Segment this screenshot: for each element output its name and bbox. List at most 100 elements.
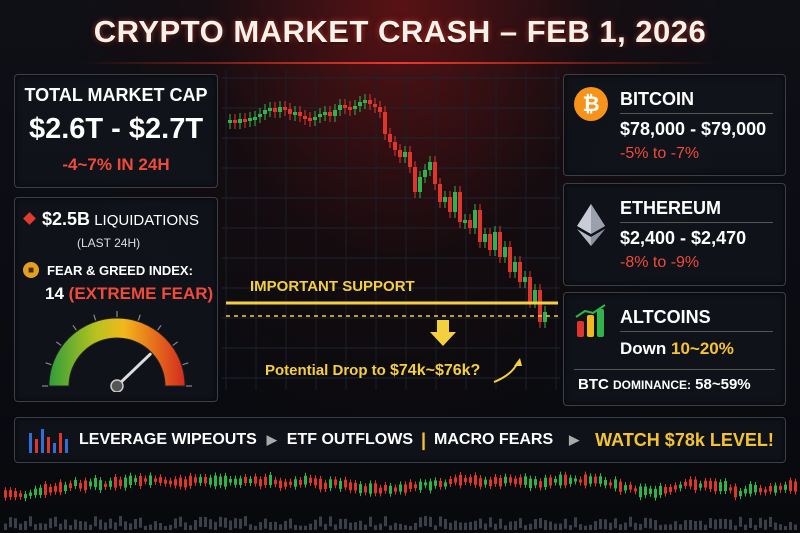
mini-candle <box>169 480 172 485</box>
candle <box>363 100 367 103</box>
mini-candle <box>344 479 347 488</box>
mini-volume-bar <box>554 523 557 530</box>
mini-candle <box>309 477 312 484</box>
candle <box>293 112 297 115</box>
mini-candle <box>184 479 187 488</box>
mini-candle <box>164 479 167 484</box>
mini-candle <box>509 477 512 483</box>
bitcoin-change: -5% to -7% <box>620 145 700 162</box>
mini-volume-bar <box>634 522 637 530</box>
chart-candles <box>228 94 547 328</box>
mini-volume-bar <box>709 518 712 529</box>
market-cap-value: $2.6T - $2.7T <box>28 113 204 145</box>
mini-volume-bar <box>74 519 77 530</box>
mini-volume-bar <box>349 522 352 530</box>
fear-greed-value: 14 <box>45 284 64 303</box>
mini-volume-bar <box>454 520 457 530</box>
mini-volume-bar <box>194 519 197 530</box>
mini-volume-bar <box>769 516 772 527</box>
mini-candle <box>14 490 17 498</box>
mini-candle <box>109 480 112 487</box>
mini-candle <box>94 477 97 488</box>
mini-candle <box>534 479 537 486</box>
fear-greed-row: ■ FEAR & GREED INDEX: <box>23 262 193 278</box>
mini-volume-bar <box>24 521 27 530</box>
mini-volume-bar <box>209 519 212 530</box>
mini-candle <box>154 478 157 482</box>
mini-volume-bar <box>324 523 327 530</box>
fear-greed-reading: 14 (EXTREME FEAR) <box>45 284 213 304</box>
mini-volume-bar <box>129 523 132 530</box>
mini-volume-bar <box>534 519 537 530</box>
mini-volume-bar <box>734 525 737 530</box>
mini-candle <box>624 485 627 491</box>
mini-candle <box>709 480 712 490</box>
ticker-watch-level: WATCH $78k LEVEL! <box>595 429 774 450</box>
mini-candle <box>264 476 267 485</box>
mini-volume-bar <box>524 525 527 530</box>
mini-candle <box>679 484 682 489</box>
mini-candle <box>424 482 427 486</box>
mini-candle <box>24 493 27 499</box>
mini-volume-bar <box>299 525 302 530</box>
mini-volume-bar <box>359 520 362 530</box>
mini-volume-bar <box>794 524 797 530</box>
ticker-leverage-wipeouts: LEVERAGE WIPEOUTS <box>79 431 257 448</box>
mini-candle <box>554 478 557 483</box>
mini-candle <box>289 481 292 485</box>
mini-volume-bar <box>574 517 577 528</box>
candle <box>413 167 417 192</box>
candle <box>308 118 312 121</box>
mini-candle <box>39 487 42 496</box>
mini-candle <box>469 477 472 483</box>
mini-candle <box>599 476 602 484</box>
mini-candle <box>99 480 102 491</box>
ethereum-divider <box>620 222 773 223</box>
mini-candle <box>794 481 797 492</box>
mini-candle <box>394 487 397 492</box>
mini-volume-bar <box>279 524 282 530</box>
mini-volume-bar <box>139 517 142 528</box>
candle <box>343 105 347 108</box>
mini-volume-bar <box>724 518 727 529</box>
mini-volume-bar <box>319 516 322 527</box>
mini-volume-bar <box>369 516 372 527</box>
mini-candle <box>174 479 177 486</box>
candle <box>378 107 382 112</box>
mini-volume-bar <box>134 519 137 530</box>
mini-volume-bar <box>229 520 232 530</box>
candle <box>393 142 397 150</box>
mini-volume-bar <box>204 517 207 528</box>
altcoins-down: Down 10~20% <box>620 339 734 359</box>
candle <box>473 210 477 228</box>
mini-volume-bar <box>694 520 697 530</box>
ethereum-icon <box>577 204 605 246</box>
mini-candle <box>664 487 667 494</box>
mini-volume-bar <box>649 518 652 529</box>
mini-candle <box>374 483 377 494</box>
mini-candle <box>29 492 32 496</box>
mini-candle <box>559 474 562 486</box>
candle <box>298 112 302 116</box>
mini-volume-bar <box>49 518 52 529</box>
mini-volume-bar <box>109 518 112 529</box>
candle <box>318 114 322 117</box>
gauge-tick <box>137 314 141 321</box>
btc-dominance-label: DOMINANCE: <box>613 378 691 392</box>
mini-volume-bar <box>409 525 412 530</box>
mini-candle <box>549 477 552 486</box>
mini-candle <box>64 484 67 491</box>
mini-candle <box>329 479 332 489</box>
mini-volume-bar <box>404 525 407 530</box>
mini-candle <box>574 478 577 482</box>
mini-candle <box>459 474 462 486</box>
mini-candle <box>84 480 87 491</box>
mini-volume-bar <box>659 524 662 530</box>
mini-volume-bar <box>479 518 482 529</box>
bitcoin-divider <box>620 113 773 114</box>
mini-volume-bar <box>489 517 492 528</box>
mini-candle <box>754 485 757 493</box>
mini-candle <box>789 480 792 491</box>
altcoins-name: ALTCOINS <box>620 307 711 327</box>
mini-candle <box>564 474 567 486</box>
